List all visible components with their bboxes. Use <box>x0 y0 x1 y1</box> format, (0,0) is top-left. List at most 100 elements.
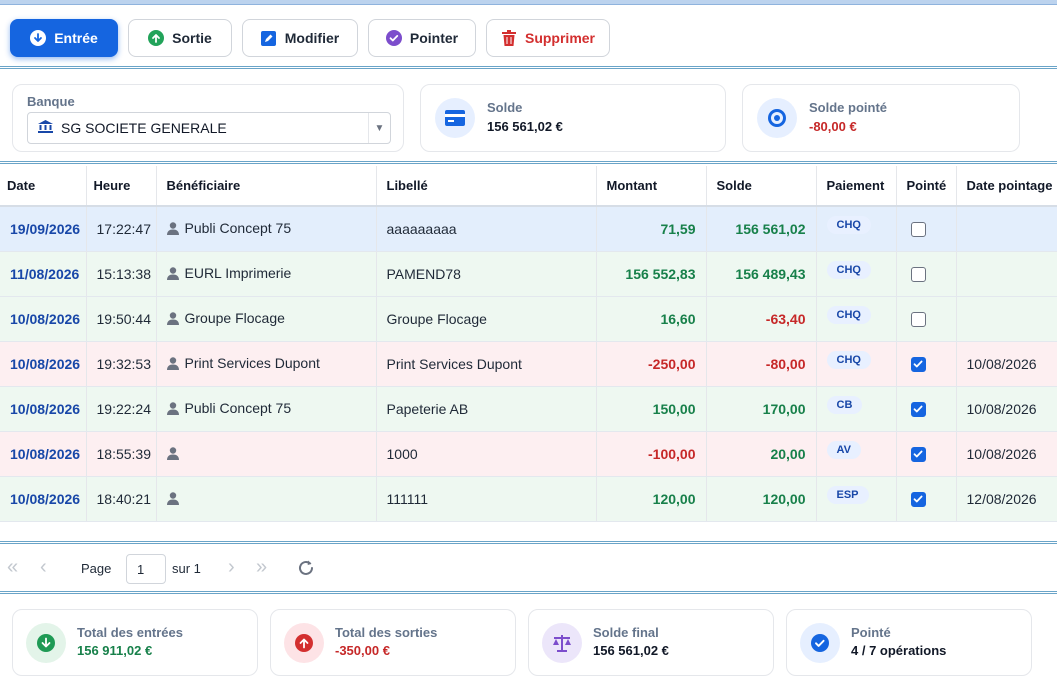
cell-paiement: CHQ <box>816 251 897 297</box>
payment-badge: AV <box>826 441 861 459</box>
prev-page-icon[interactable]: ‹ <box>40 556 47 578</box>
cell-montant: 150,00 <box>596 386 707 432</box>
cell-paiement: CHQ <box>816 206 897 252</box>
solde-card: Solde 156 561,02 € <box>420 84 726 152</box>
refresh-icon[interactable] <box>297 559 315 580</box>
pointe-checkbox[interactable] <box>910 222 926 238</box>
supprimer-button[interactable]: Supprimer <box>486 19 610 57</box>
cell-pointe <box>896 386 957 432</box>
page-label: Page <box>81 561 112 576</box>
cell-montant: 16,60 <box>596 296 707 342</box>
cell-libelle: aaaaaaaaa <box>376 206 597 252</box>
cell-heure: 19:50:44 <box>86 296 157 342</box>
table-row[interactable]: 19/09/2026 17:22:47 Publi Concept 75 aaaaaa… <box>0 206 1057 252</box>
last-page-icon[interactable]: » <box>256 556 268 578</box>
credit-card-icon <box>435 98 475 138</box>
modifier-button[interactable]: Modifier <box>242 19 358 57</box>
cell-date-pointage: 10/08/2026 <box>956 431 1057 477</box>
divider <box>0 591 1057 594</box>
cell-libelle: 111111 <box>376 476 597 522</box>
pointe-checkbox[interactable] <box>910 266 926 282</box>
cell-paiement: CB <box>816 386 897 432</box>
cell-pointe <box>896 431 957 477</box>
table-row[interactable]: 10/08/2026 19:22:24 Publi Concept 75 Papete… <box>0 386 1057 432</box>
total-entrees-title: Total des entrées <box>77 625 183 640</box>
cell-pointe <box>896 476 957 522</box>
cell-pointe <box>896 251 957 297</box>
cell-paiement: ESP <box>816 476 897 522</box>
cell-beneficiaire <box>156 476 377 522</box>
table-header-row: Date Heure Bénéficiaire Libellé Montant … <box>0 166 1057 207</box>
solde-final-card: Solde final 156 561,02 € <box>528 609 774 676</box>
operations-grid: Date Heure Bénéficiaire Libellé Montant … <box>0 166 1057 522</box>
pointe-checkbox[interactable] <box>910 491 926 507</box>
solde-pointe-value: -80,00 € <box>809 119 857 134</box>
chevron-down-icon[interactable]: ▼ <box>368 113 390 143</box>
col-header-solde[interactable]: Solde <box>706 166 817 207</box>
total-sorties-title: Total des sorties <box>335 625 438 640</box>
payment-badge: ESP <box>826 486 869 504</box>
cell-date-pointage <box>956 251 1057 297</box>
beneficiaire-text: EURL Imprimerie <box>184 264 292 281</box>
entree-label: Entrée <box>54 30 98 46</box>
total-sorties-value: -350,00 € <box>335 643 390 658</box>
cell-heure: 19:32:53 <box>86 341 157 387</box>
cell-heure: 17:22:47 <box>86 206 157 252</box>
col-header-pointe[interactable]: Pointé <box>896 166 957 207</box>
next-page-icon[interactable]: › <box>228 556 235 578</box>
pointe-checkbox[interactable] <box>910 311 926 327</box>
bank-select[interactable]: SG SOCIETE GENERALE ▼ <box>27 112 391 144</box>
cell-montant: 120,00 <box>596 476 707 522</box>
col-header-date-pointage[interactable]: Date pointage <box>956 166 1057 207</box>
table-row[interactable]: 10/08/2026 19:32:53 Print Services Dupont P… <box>0 341 1057 387</box>
solde-title: Solde <box>487 100 523 115</box>
payment-badge: CHQ <box>826 216 871 235</box>
beneficiaire-text: Print Services Dupont <box>184 354 320 371</box>
pointe-checkbox[interactable] <box>910 446 926 462</box>
cell-paiement: CHQ <box>816 341 897 387</box>
table-row[interactable]: 10/08/2026 18:55:39 1000 -100,00 20,00 AV 10/0… <box>0 431 1057 477</box>
cell-date-pointage <box>956 296 1057 342</box>
cell-montant: 71,59 <box>596 206 707 252</box>
cell-date-pointage <box>956 206 1057 252</box>
sortie-button[interactable]: Sortie <box>128 19 232 57</box>
col-header-heure[interactable]: Heure <box>86 166 157 207</box>
cell-date: 10/08/2026 <box>0 431 87 477</box>
cell-heure: 15:13:38 <box>86 251 157 297</box>
pointe-checkbox[interactable] <box>910 401 926 417</box>
cell-montant: -100,00 <box>596 431 707 477</box>
cell-solde: 20,00 <box>706 431 817 477</box>
col-header-libelle[interactable]: Libellé <box>376 166 597 207</box>
cell-heure: 19:22:24 <box>86 386 157 432</box>
cell-date: 11/08/2026 <box>0 251 87 297</box>
person-icon <box>166 266 179 283</box>
table-row[interactable]: 10/08/2026 19:50:44 Groupe Flocage Groupe F… <box>0 296 1057 342</box>
edit-icon <box>261 30 277 46</box>
cell-libelle: PAMEND78 <box>376 251 597 297</box>
target-icon <box>757 98 797 138</box>
entree-button[interactable]: Entrée <box>10 19 118 57</box>
cell-paiement: AV <box>816 431 897 477</box>
page-number-input[interactable]: 1 <box>126 554 166 584</box>
cell-pointe <box>896 296 957 342</box>
col-header-beneficiaire[interactable]: Bénéficiaire <box>156 166 377 207</box>
cell-date: 10/08/2026 <box>0 296 87 342</box>
pointe-checkbox[interactable] <box>910 356 926 372</box>
table-row[interactable]: 11/08/2026 15:13:38 EURL Imprimerie PAMEND7… <box>0 251 1057 297</box>
person-icon <box>166 446 179 463</box>
first-page-icon[interactable]: « <box>7 556 19 578</box>
cell-date-pointage: 10/08/2026 <box>956 341 1057 387</box>
cell-date: 10/08/2026 <box>0 341 87 387</box>
table-row[interactable]: 10/08/2026 18:40:21 111111 120,00 120,00 ESP 1… <box>0 476 1057 522</box>
pointe-value: 4 / 7 opérations <box>851 643 947 658</box>
bank-selected-value: SG SOCIETE GENERALE <box>61 120 227 136</box>
col-header-paiement[interactable]: Paiement <box>816 166 897 207</box>
col-header-date[interactable]: Date <box>0 166 87 207</box>
pointer-button[interactable]: Pointer <box>368 19 476 57</box>
cell-date-pointage: 10/08/2026 <box>956 386 1057 432</box>
cell-solde: -63,40 <box>706 296 817 342</box>
pointer-label: Pointer <box>409 30 459 46</box>
divider <box>0 541 1057 544</box>
col-header-montant[interactable]: Montant <box>596 166 707 207</box>
cell-montant: 156 552,83 <box>596 251 707 297</box>
